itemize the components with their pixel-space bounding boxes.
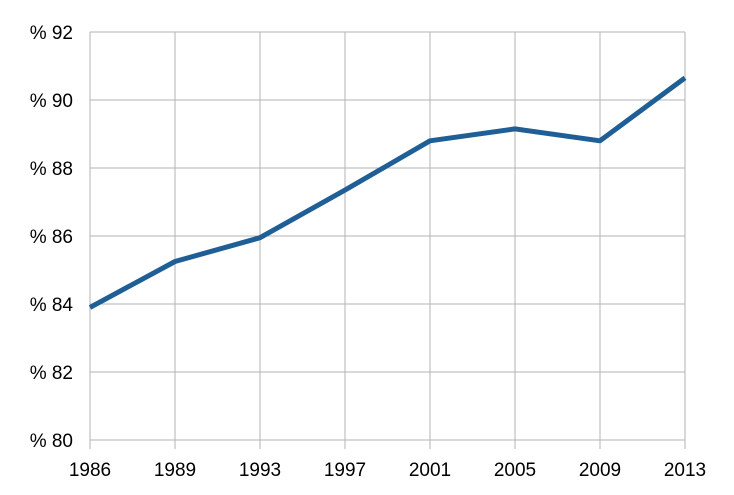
x-axis-tick-labels: 1986 1989 1993 1997 2001 2005 2009 2013 xyxy=(69,460,706,481)
y-tick-label: % 84 xyxy=(30,295,74,316)
x-tick-label: 2001 xyxy=(409,460,451,481)
x-tick-label: 2005 xyxy=(494,460,536,481)
series-layer xyxy=(88,75,687,310)
x-tick-label: 1993 xyxy=(239,460,281,481)
x-tick-label: 1986 xyxy=(69,460,111,481)
y-tick-label: % 88 xyxy=(30,159,73,180)
x-tick-label: 1989 xyxy=(154,460,196,481)
series-line xyxy=(88,75,687,310)
y-tick-label: % 82 xyxy=(30,363,73,384)
y-tick-label: % 92 xyxy=(30,23,73,44)
x-tick-label: 1997 xyxy=(324,460,366,481)
x-tick-label: 2013 xyxy=(664,460,706,481)
y-axis-tick-labels: % 80 % 82 % 84 % 86 % 88 % 90 % 92 xyxy=(30,23,74,452)
grid-lines xyxy=(89,31,686,449)
y-tick-label: % 86 xyxy=(30,227,73,248)
x-tick-label: 2009 xyxy=(579,460,621,481)
y-tick-label: % 90 xyxy=(30,91,73,112)
y-tick-label: % 80 xyxy=(30,431,73,452)
